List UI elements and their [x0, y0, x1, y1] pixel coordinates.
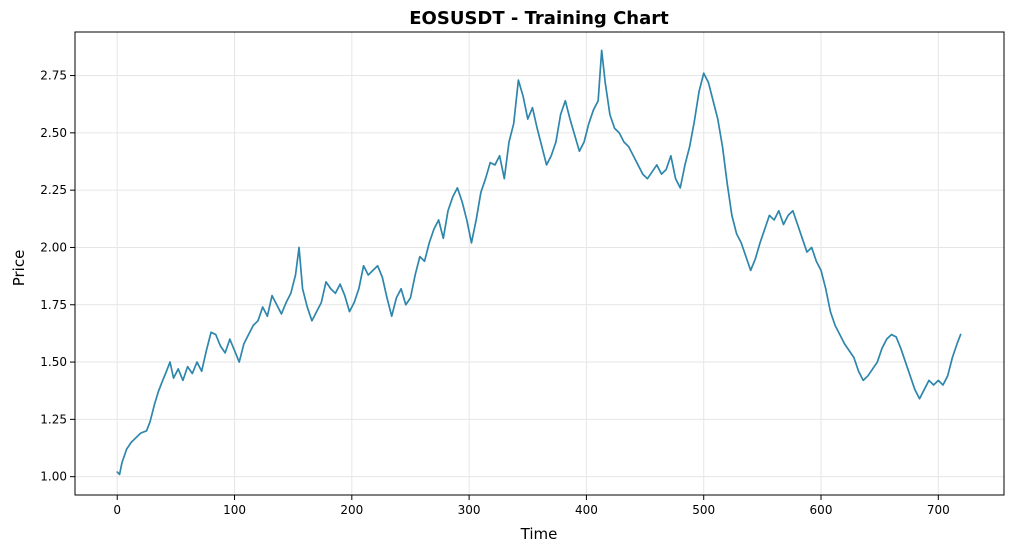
x-tick-label: 0 — [113, 503, 121, 517]
axis-layer: 0 100 200 300 400 500 600 700 1.00 1.25 1.50 1.75 2.… — [40, 69, 949, 517]
x-tick-label: 300 — [458, 503, 481, 517]
x-tick-label: 700 — [927, 503, 950, 517]
grid-layer — [75, 32, 1004, 495]
price-series-line — [116, 49, 962, 476]
y-tick-label: 2.75 — [40, 69, 67, 83]
x-tick-label: 600 — [810, 503, 833, 517]
y-tick-label: 2.25 — [40, 183, 67, 197]
y-axis-label: Price — [10, 250, 28, 287]
y-tick-label: 2.00 — [40, 240, 67, 254]
x-axis-label: Time — [520, 525, 558, 543]
x-tick-label: 500 — [692, 503, 715, 517]
series-layer — [116, 49, 962, 476]
y-tick-label: 1.50 — [40, 355, 67, 369]
x-tick-label: 400 — [575, 503, 598, 517]
y-tick-label: 1.25 — [40, 412, 67, 426]
x-tick-label: 200 — [340, 503, 363, 517]
chart-title: EOSUSDT - Training Chart — [409, 8, 669, 29]
y-tick-label: 2.50 — [40, 126, 67, 140]
x-tick-label: 100 — [223, 503, 246, 517]
y-tick-label: 1.75 — [40, 298, 67, 312]
y-tick-label: 1.00 — [40, 470, 67, 484]
plot-frame — [74, 31, 1005, 496]
